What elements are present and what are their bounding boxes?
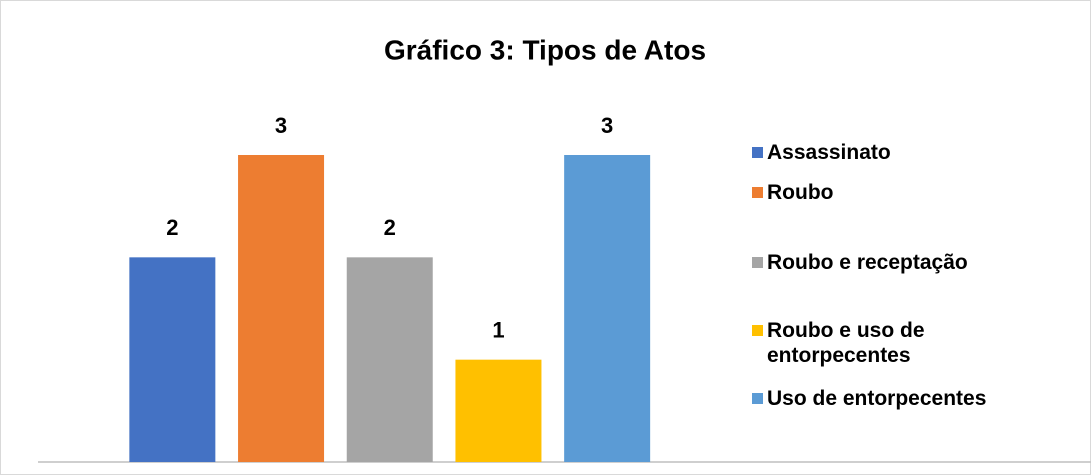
legend-swatch <box>752 147 763 158</box>
legend-label: Assassinato <box>767 141 891 164</box>
data-label: 3 <box>275 113 287 138</box>
bar <box>238 155 325 462</box>
legend-swatch <box>752 187 763 198</box>
legend-swatch <box>752 325 763 336</box>
bar <box>455 359 542 462</box>
legend-item: Roubo e receptação <box>752 250 1062 275</box>
legend-item: Assassinato <box>752 140 1062 165</box>
legend-swatch <box>752 393 763 404</box>
legend-label: Roubo e uso de entorpecentes <box>767 319 925 367</box>
legend-label: Roubo <box>767 181 834 204</box>
data-label: 1 <box>492 317 504 342</box>
legend-label: Uso de entorpecentes <box>767 387 987 410</box>
legend-item: Roubo e uso de entorpecentes <box>752 318 1062 368</box>
legend-item: Roubo <box>752 180 1062 205</box>
data-label: 2 <box>384 215 396 240</box>
data-label: 2 <box>166 215 178 240</box>
legend-swatch <box>752 257 763 268</box>
legend-label: Roubo e receptação <box>767 251 968 274</box>
bar <box>346 257 433 462</box>
data-label: 3 <box>601 113 613 138</box>
bar <box>129 257 216 462</box>
legend-item: Uso de entorpecentes <box>752 386 1062 411</box>
bar <box>564 155 651 462</box>
chart-title: Gráfico 3: Tipos de Atos <box>384 34 706 65</box>
